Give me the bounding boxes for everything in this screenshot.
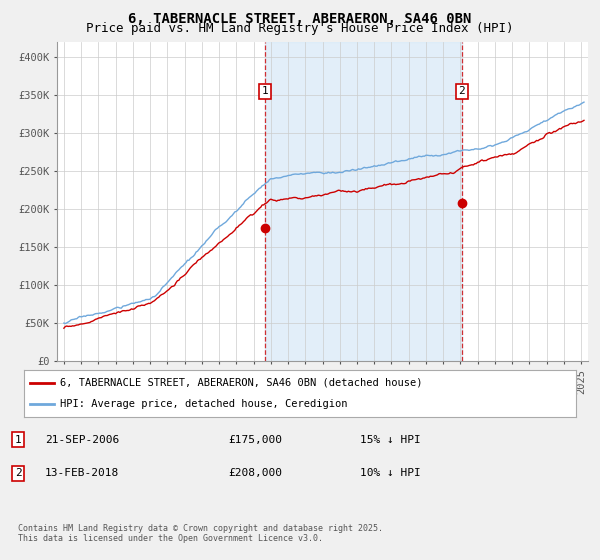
Text: 2: 2 [14,468,22,478]
Text: 1: 1 [262,86,268,96]
Bar [265,42,462,361]
Text: 15% ↓ HPI: 15% ↓ HPI [360,435,421,445]
Text: 21-SEP-2006: 21-SEP-2006 [45,435,119,445]
Text: HPI: Average price, detached house, Ceredigion: HPI: Average price, detached house, Cere… [60,399,347,409]
Text: 6, TABERNACLE STREET, ABERAERON, SA46 0BN: 6, TABERNACLE STREET, ABERAERON, SA46 0B… [128,12,472,26]
Text: 2: 2 [458,86,465,96]
Text: £175,000: £175,000 [228,435,282,445]
Text: 6, TABERNACLE STREET, ABERAERON, SA46 0BN (detached house): 6, TABERNACLE STREET, ABERAERON, SA46 0B… [60,378,422,388]
Text: £208,000: £208,000 [228,468,282,478]
Text: Price paid vs. HM Land Registry's House Price Index (HPI): Price paid vs. HM Land Registry's House … [86,22,514,35]
Text: Contains HM Land Registry data © Crown copyright and database right 2025.
This d: Contains HM Land Registry data © Crown c… [18,524,383,543]
Text: 1: 1 [14,435,22,445]
Text: 10% ↓ HPI: 10% ↓ HPI [360,468,421,478]
Text: 13-FEB-2018: 13-FEB-2018 [45,468,119,478]
